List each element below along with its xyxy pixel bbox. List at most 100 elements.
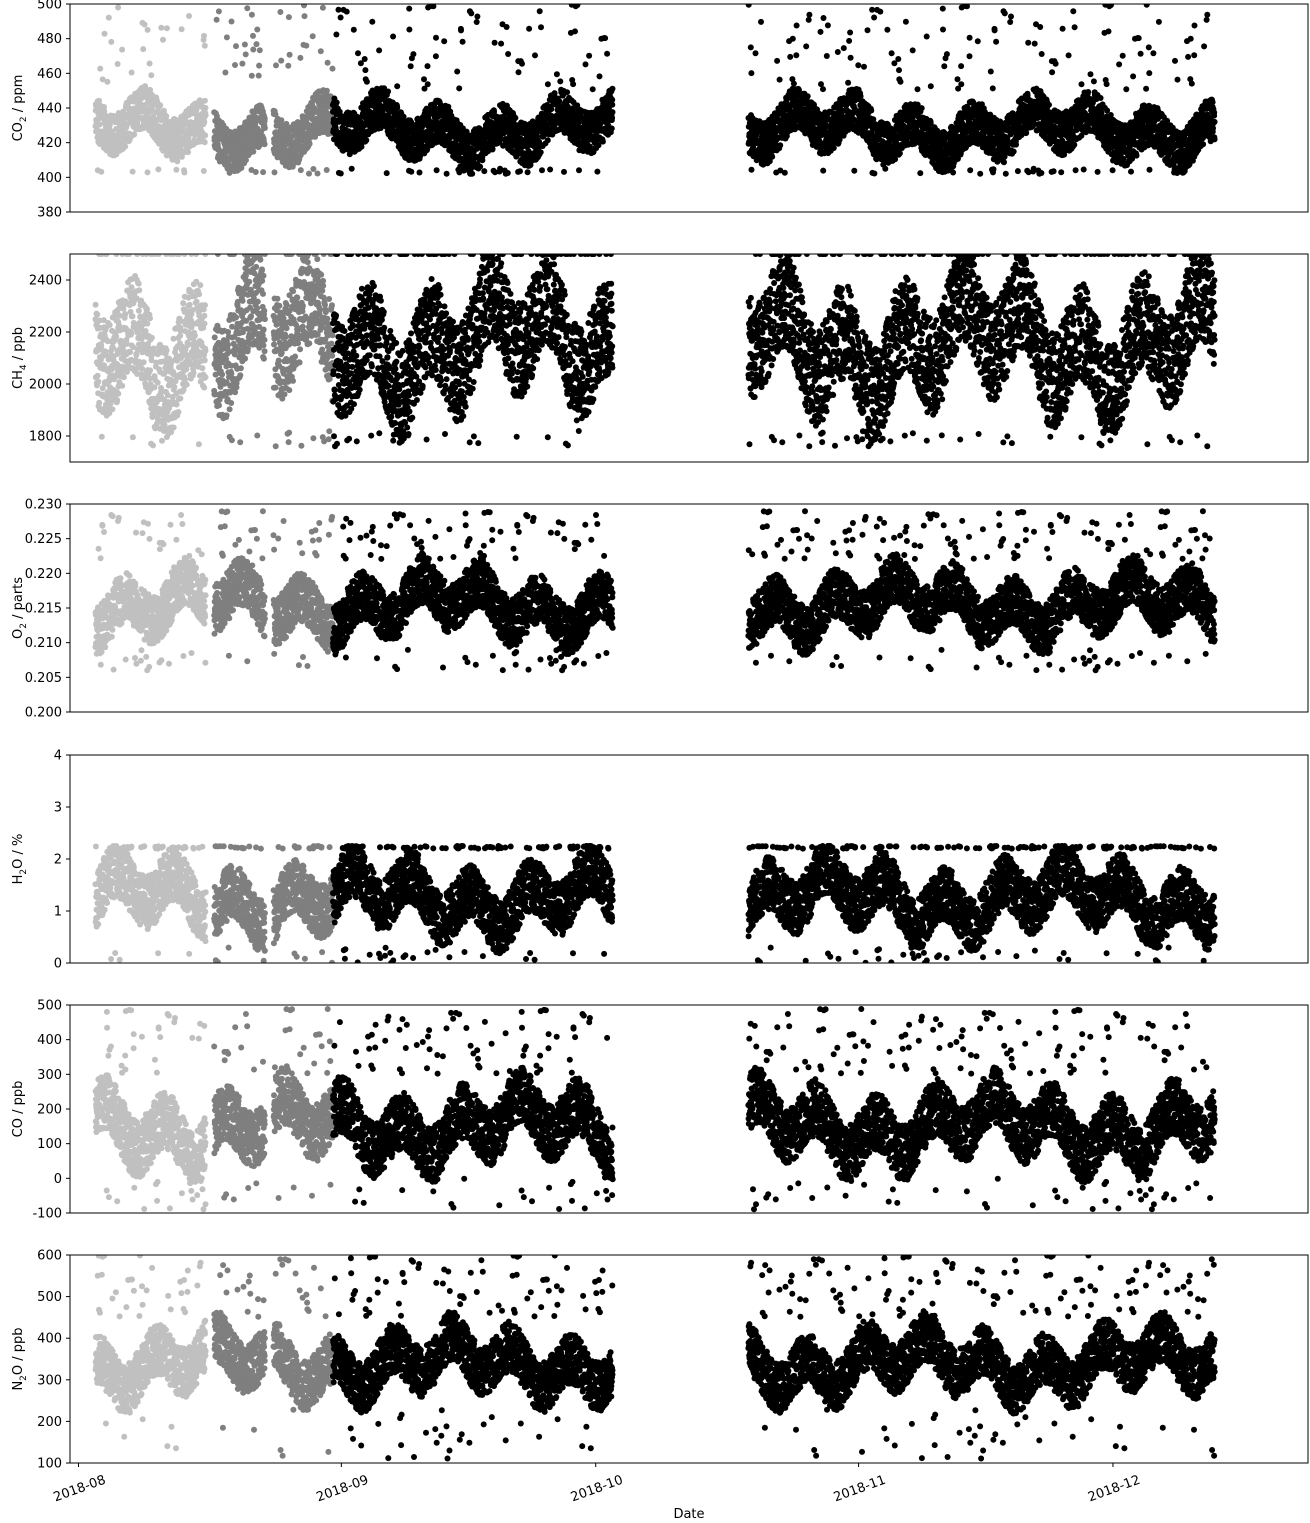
data-point bbox=[329, 65, 336, 72]
data-point bbox=[967, 167, 974, 174]
data-point bbox=[390, 33, 397, 40]
data-point bbox=[594, 168, 601, 175]
data-point bbox=[453, 137, 460, 143]
data-point bbox=[993, 38, 1000, 45]
data-point bbox=[99, 76, 106, 83]
data-point bbox=[539, 167, 545, 174]
data-point bbox=[337, 170, 344, 177]
data-point bbox=[333, 99, 340, 106]
data-point bbox=[855, 62, 862, 69]
data-point bbox=[314, 170, 321, 177]
data-point bbox=[847, 29, 854, 36]
data-point bbox=[323, 167, 330, 173]
data-point bbox=[923, 33, 930, 40]
data-point bbox=[519, 60, 525, 67]
data-point bbox=[940, 26, 946, 33]
data-point bbox=[517, 168, 523, 175]
data-point bbox=[497, 136, 504, 143]
data-point bbox=[355, 50, 361, 57]
data-point bbox=[201, 42, 208, 49]
data-point bbox=[131, 131, 138, 138]
data-point bbox=[806, 11, 813, 18]
data-point bbox=[98, 168, 105, 175]
data-point bbox=[201, 32, 207, 39]
data-point bbox=[803, 43, 810, 50]
data-point bbox=[871, 170, 878, 177]
data-point bbox=[443, 170, 450, 177]
data-point bbox=[119, 46, 126, 53]
data-point bbox=[820, 15, 827, 21]
data-point bbox=[888, 50, 895, 57]
data-point bbox=[97, 65, 104, 72]
data-point bbox=[222, 69, 229, 76]
data-point bbox=[824, 22, 831, 29]
data-point bbox=[285, 62, 292, 69]
data-point bbox=[177, 144, 184, 151]
data-point bbox=[793, 22, 800, 29]
data-point bbox=[348, 165, 355, 172]
data-point bbox=[362, 67, 369, 74]
data-point bbox=[474, 13, 481, 20]
data-point bbox=[323, 87, 330, 94]
data-point bbox=[335, 6, 342, 13]
data-point bbox=[445, 103, 452, 110]
data-point bbox=[576, 167, 582, 174]
data-point bbox=[468, 10, 475, 17]
data-point bbox=[242, 157, 249, 164]
data-point bbox=[769, 153, 776, 160]
data-point bbox=[201, 97, 208, 104]
data-point bbox=[861, 63, 867, 70]
data-point bbox=[250, 46, 257, 53]
data-point bbox=[201, 119, 208, 125]
data-point bbox=[108, 38, 115, 45]
data-point bbox=[974, 38, 981, 45]
data-point bbox=[1013, 141, 1019, 148]
data-point bbox=[804, 93, 811, 100]
data-point bbox=[572, 28, 578, 35]
data-point bbox=[882, 165, 889, 172]
data-point bbox=[456, 85, 463, 92]
data-point bbox=[406, 5, 413, 12]
data-point bbox=[758, 18, 764, 25]
data-point bbox=[553, 71, 560, 78]
data-point bbox=[363, 137, 370, 144]
data-point bbox=[745, 4, 752, 8]
data-point bbox=[416, 169, 423, 176]
data-point bbox=[301, 13, 308, 20]
data-point bbox=[433, 34, 439, 41]
data-point bbox=[473, 19, 480, 25]
data-point bbox=[201, 139, 208, 146]
data-point bbox=[202, 132, 209, 139]
data-point bbox=[233, 43, 239, 50]
data-point bbox=[477, 163, 484, 170]
data-point bbox=[278, 57, 285, 64]
data-point bbox=[544, 137, 551, 144]
data-point bbox=[515, 69, 522, 76]
data-point bbox=[115, 4, 122, 11]
data-point bbox=[845, 79, 852, 86]
data-point bbox=[101, 30, 108, 37]
data-point bbox=[818, 81, 824, 88]
data-point bbox=[202, 112, 209, 119]
data-point bbox=[589, 86, 596, 93]
data-point bbox=[914, 86, 921, 93]
data-point bbox=[369, 18, 376, 25]
data-point bbox=[896, 150, 903, 157]
data-point bbox=[213, 16, 220, 23]
data-point bbox=[185, 149, 191, 156]
data-point bbox=[830, 145, 837, 151]
data-point bbox=[897, 78, 904, 85]
data-point bbox=[857, 93, 864, 100]
data-point bbox=[789, 35, 796, 42]
data-point bbox=[489, 146, 496, 152]
data-point bbox=[548, 106, 555, 113]
data-point bbox=[752, 50, 759, 57]
data-point bbox=[301, 4, 307, 9]
data-point bbox=[122, 143, 129, 150]
data-point bbox=[597, 121, 604, 128]
data-point bbox=[593, 129, 600, 136]
data-point bbox=[337, 14, 344, 21]
data-point bbox=[602, 35, 609, 42]
data-point bbox=[504, 170, 511, 176]
